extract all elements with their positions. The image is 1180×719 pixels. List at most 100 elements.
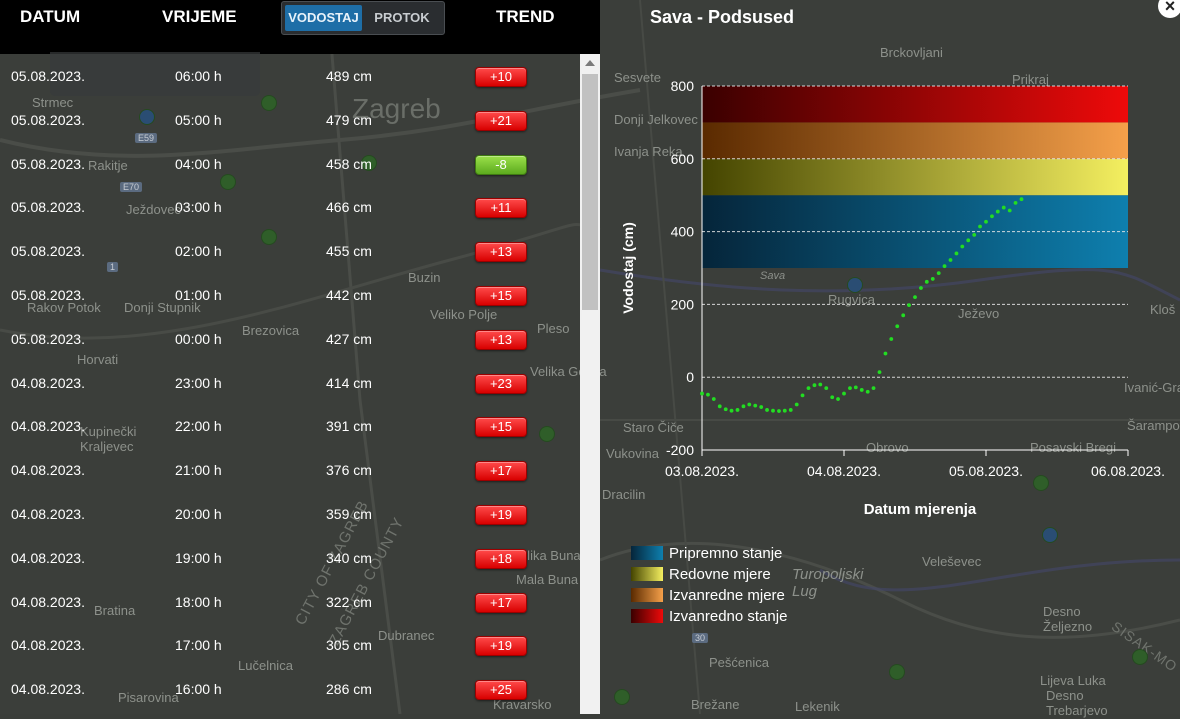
- station-marker[interactable]: [1133, 650, 1147, 664]
- data-point: [1019, 197, 1024, 202]
- table-row[interactable]: 05.08.2023. 03:00 h 466 cm +11: [0, 185, 580, 229]
- row-date: 04.08.2023.: [11, 593, 85, 610]
- row-date: 04.08.2023.: [11, 637, 85, 654]
- data-point: [889, 337, 894, 341]
- data-point: [800, 393, 805, 398]
- trend-badge: +11: [475, 198, 527, 219]
- table-row[interactable]: 04.08.2023. 17:00 h 305 cm +19: [0, 623, 580, 667]
- close-icon[interactable]: ×: [1158, 0, 1180, 18]
- data-point: [777, 409, 781, 413]
- water-level-chart: Sava - Podsused -200 0 200 400 600 800 03.08.20…: [620, 7, 1165, 625]
- row-time: 22:00 h: [175, 418, 222, 435]
- station-marker[interactable]: [140, 110, 154, 124]
- legend-label: Izvanredno stanje: [669, 608, 787, 625]
- table-row[interactable]: 05.08.2023. 05:00 h 479 cm +21: [0, 98, 580, 142]
- row-time: 19:00 h: [175, 549, 222, 566]
- threshold-band: [702, 86, 1128, 123]
- map-label: Kravarsko: [493, 697, 552, 712]
- trend-badge: +15: [475, 286, 527, 306]
- scroll-up-icon[interactable]: [585, 60, 595, 66]
- map-label: Rugvica: [828, 292, 875, 307]
- table-row[interactable]: 04.08.2023. 19:00 h 340 cm +18: [0, 536, 580, 580]
- data-point: [942, 264, 947, 269]
- table-row[interactable]: 04.08.2023. 23:00 h 414 cm +23: [0, 361, 580, 405]
- row-date: 05.08.2023.: [11, 243, 85, 260]
- row-water-level: 455 cm: [326, 243, 372, 260]
- row-time: 21:00 h: [175, 462, 222, 479]
- data-point: [717, 404, 722, 409]
- station-marker[interactable]: [848, 278, 862, 292]
- row-time: 02:00 h: [175, 243, 222, 260]
- data-point: [824, 386, 829, 391]
- map-label: Brezovica: [242, 323, 300, 338]
- toggle-protok-button[interactable]: PROTOK: [374, 10, 430, 25]
- measure-toggle: VODOSTAJ PROTOK: [281, 1, 445, 35]
- y-tick-label: 0: [686, 369, 694, 385]
- scrollbar-thumb[interactable]: [582, 74, 598, 310]
- data-point: [972, 232, 977, 237]
- table-row[interactable]: 04.08.2023. 18:00 h 322 cm +17: [0, 580, 580, 624]
- data-point: [794, 402, 799, 407]
- threshold-band: [702, 158, 1128, 196]
- data-point: [1013, 200, 1018, 205]
- x-tick-label: 05.08.2023.: [949, 463, 1023, 479]
- row-date: 05.08.2023.: [11, 287, 85, 303]
- data-point: [741, 404, 746, 409]
- row-time: 17:00 h: [175, 637, 222, 654]
- map-label: Veleševec: [922, 554, 982, 569]
- station-marker[interactable]: [362, 156, 376, 170]
- data-point: [895, 324, 900, 329]
- chart-panel: Sava - Podsused -200 0 200 400 600 800 03.08.20…: [600, 0, 1180, 714]
- data-point: [859, 388, 864, 392]
- data-point: [984, 219, 988, 224]
- table-row[interactable]: 04.08.2023. 20:00 h 359 cm +19: [0, 492, 580, 536]
- toggle-vodostaj-button[interactable]: VODOSTAJ: [285, 5, 362, 31]
- table-row[interactable]: 05.08.2023. 04:00 h 458 cm -8: [0, 142, 580, 186]
- row-time: 04:00 h: [175, 155, 222, 172]
- table-row[interactable]: 05.08.2023. 02:00 h 455 cm +13: [0, 229, 580, 273]
- map-label: Desno Željezno: [1043, 604, 1093, 634]
- table-row[interactable]: 04.08.2023. 21:00 h 376 cm +17: [0, 448, 580, 492]
- data-point: [995, 209, 1000, 214]
- station-marker[interactable]: [540, 427, 554, 441]
- row-date: 04.08.2023.: [11, 462, 85, 479]
- map-label: Brckovljani: [880, 45, 943, 60]
- table-row[interactable]: 04.08.2023. 16:00 h 286 cm +25: [0, 667, 580, 711]
- trend-badge: -8: [475, 154, 527, 175]
- x-tick-label: 03.08.2023.: [665, 463, 739, 479]
- row-time: 01:00 h: [175, 287, 222, 303]
- table-header: DATUM VRIJEME VODOSTAJ PROTOK TREND: [0, 0, 600, 54]
- station-marker[interactable]: [262, 96, 276, 110]
- row-water-level: 414 cm: [326, 374, 372, 391]
- table-row[interactable]: 05.08.2023. 01:00 h 442 cm +15: [0, 273, 580, 317]
- station-marker[interactable]: [615, 690, 629, 704]
- y-tick-label: 400: [671, 224, 695, 240]
- row-date: 04.08.2023.: [11, 374, 85, 391]
- station-marker[interactable]: [262, 230, 276, 244]
- station-marker[interactable]: [1043, 528, 1057, 542]
- table-row[interactable]: 04.08.2023. 22:00 h 391 cm +15: [0, 404, 580, 448]
- column-header-time: VRIJEME: [162, 7, 237, 26]
- map-label-river: Sava: [760, 270, 786, 282]
- table-row[interactable]: 05.08.2023. 06:00 h 489 cm +10: [0, 54, 580, 98]
- table-scrollbar[interactable]: [580, 54, 600, 714]
- map-label: Sesvete: [614, 70, 661, 85]
- station-marker[interactable]: [221, 175, 235, 189]
- row-water-level: 479 cm: [326, 111, 372, 128]
- station-marker[interactable]: [1034, 476, 1048, 490]
- station-marker[interactable]: [890, 665, 904, 679]
- trend-badge: +13: [475, 242, 527, 263]
- map-label: Obrovo: [866, 440, 909, 455]
- table-row[interactable]: 05.08.2023. 00:00 h 427 cm +13: [0, 317, 580, 361]
- row-time: 00:00 h: [175, 330, 222, 347]
- row-date: 04.08.2023.: [11, 681, 85, 698]
- map-label: Kupinečki Kraljevec: [80, 424, 137, 454]
- legend-swatch: [631, 609, 663, 623]
- data-point: [711, 397, 716, 401]
- trend-badge: +21: [475, 110, 527, 131]
- map-label: Bratina: [94, 603, 136, 618]
- map-label: Prikraj: [1012, 72, 1049, 87]
- map-label: Turopoljski Lug: [792, 566, 864, 600]
- row-water-level: 391 cm: [326, 418, 372, 435]
- data-point: [883, 351, 888, 356]
